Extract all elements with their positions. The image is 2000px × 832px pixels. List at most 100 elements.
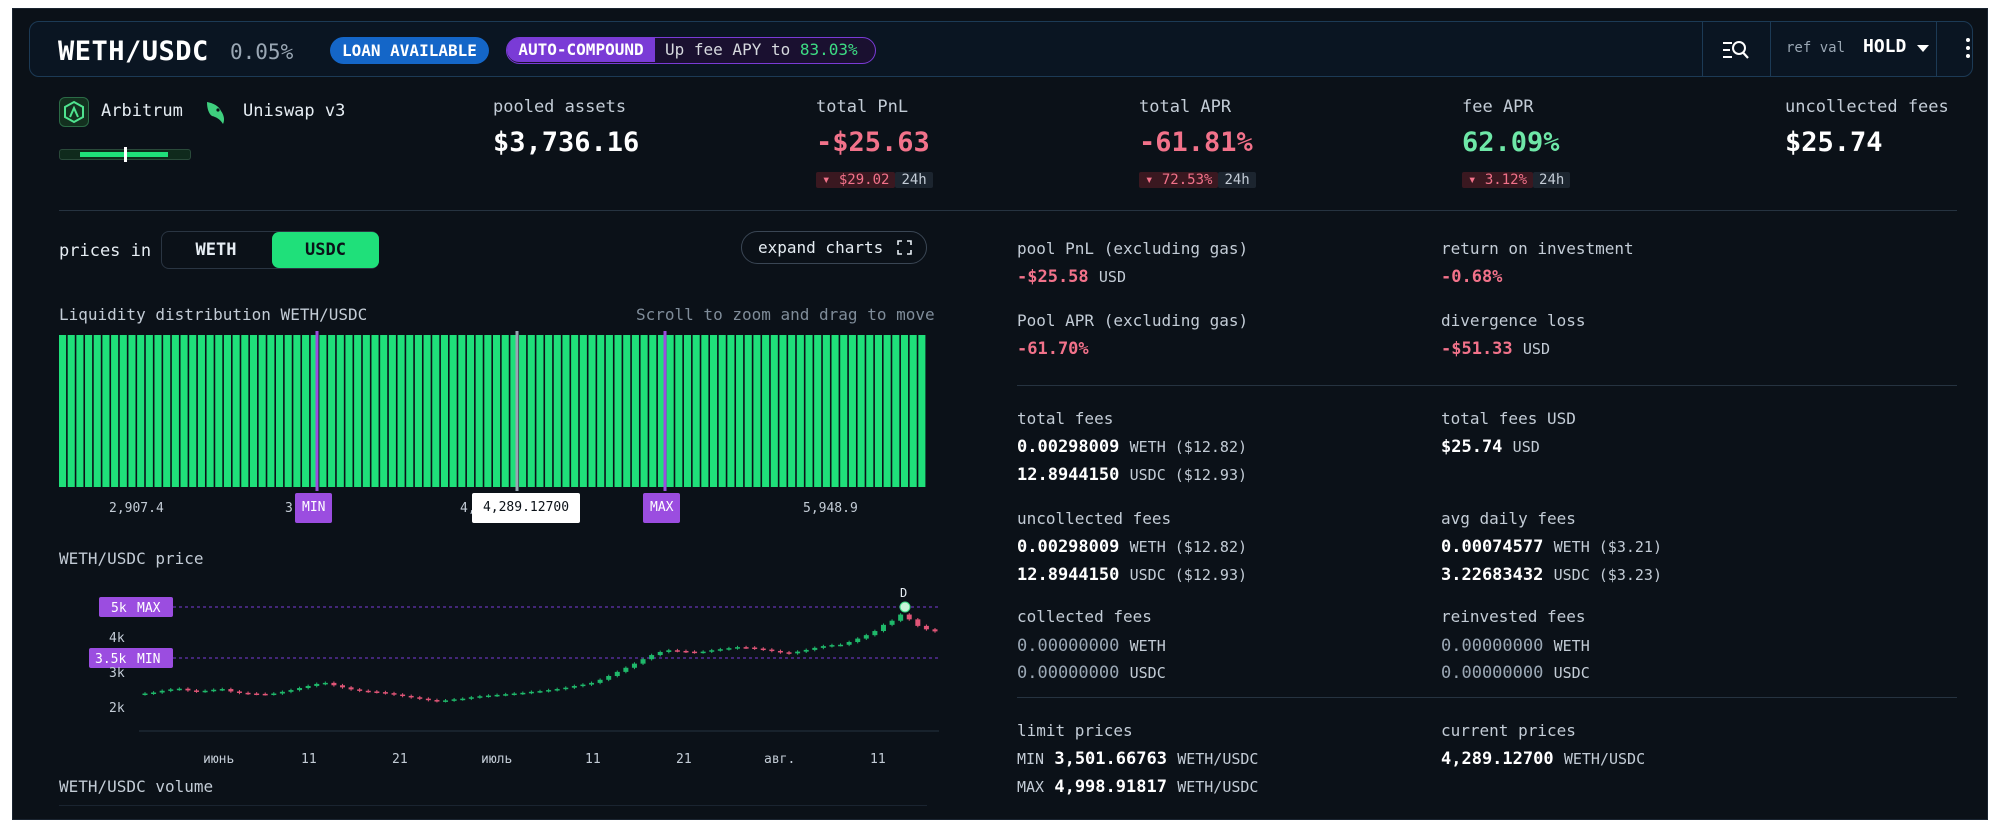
liquidity-tick: 5,948.9 xyxy=(803,501,858,516)
liquidity-bar xyxy=(701,335,709,487)
candle xyxy=(752,647,758,650)
candle xyxy=(194,690,200,692)
liquidity-distribution-chart[interactable] xyxy=(59,331,927,491)
liquidity-bar xyxy=(475,335,483,487)
total-pnl-change: ▾ $29.02 24h xyxy=(816,169,933,191)
volume-chart-title: WETH/USDC volume xyxy=(59,777,214,796)
candle xyxy=(254,693,260,696)
liquidity-bar xyxy=(892,335,900,487)
price-token-toggle: WETH USDC xyxy=(161,231,379,269)
liquidity-min-tag[interactable]: MIN xyxy=(295,493,333,523)
liquidity-bar xyxy=(805,335,813,487)
liquidity-max-tag[interactable]: MAX xyxy=(643,493,681,523)
search-button[interactable] xyxy=(1720,35,1750,65)
event-marker[interactable] xyxy=(899,601,911,613)
liquidity-bar xyxy=(397,335,405,487)
liquidity-bar xyxy=(501,335,509,487)
candle xyxy=(271,693,277,696)
expand-charts-button[interactable]: expand charts xyxy=(741,231,927,264)
current-price-value: 4,289.12700 WETH/USDC xyxy=(1441,749,1646,769)
liquidity-bar xyxy=(744,335,752,487)
candle xyxy=(700,651,706,654)
loan-available-badge[interactable]: LOAN AVAILABLE xyxy=(330,37,489,64)
candle xyxy=(614,671,620,677)
candle xyxy=(683,650,689,653)
total-apr-label: total APR xyxy=(1139,97,1232,117)
liquidity-bar xyxy=(102,335,110,487)
section-divider xyxy=(1017,385,1957,386)
ref-val-dropdown[interactable]: HOLD xyxy=(1863,36,1907,57)
candle xyxy=(503,694,509,696)
candle xyxy=(546,690,552,692)
section-divider xyxy=(1017,697,1957,698)
candle xyxy=(769,649,775,652)
candle xyxy=(528,691,534,694)
candle xyxy=(640,659,646,664)
liquidity-bar xyxy=(414,335,422,487)
liquidity-bar xyxy=(710,335,718,487)
toggle-usdc-button[interactable]: USDC xyxy=(272,232,379,268)
candle xyxy=(434,700,440,702)
collected-fees-usdc: 0.00000000 USDC xyxy=(1017,663,1166,683)
pool-apr-value: -61.70% xyxy=(1017,339,1089,359)
auto-compound-badge[interactable]: AUTO-COMPOUND Up fee APY to 83.03% xyxy=(506,37,876,64)
liquidity-bar xyxy=(440,335,448,487)
candle xyxy=(511,693,517,696)
position-header: WETH/USDC 0.05% LOAN AVAILABLE AUTO-COMP… xyxy=(29,21,1973,77)
candle xyxy=(391,693,397,695)
reinvested-fees-usdc: 0.00000000 USDC xyxy=(1441,663,1590,683)
candle xyxy=(340,685,345,688)
pool-pnl-label: pool PnL (excluding gas) xyxy=(1017,239,1249,258)
liquidity-bar xyxy=(380,335,388,487)
uncollected-fees-usdc: 12.8944150 USDC ($12.93) xyxy=(1017,565,1248,585)
divergence-loss-value: -$51.33 USD xyxy=(1441,339,1550,359)
toggle-weth-button[interactable]: WETH xyxy=(195,240,237,260)
liquidity-bar xyxy=(189,335,197,487)
x-tick: июнь xyxy=(203,752,234,767)
candle xyxy=(236,691,242,693)
y-tick: 4k xyxy=(109,631,125,646)
liquidity-bar xyxy=(883,335,891,487)
candle xyxy=(786,652,792,654)
candle xyxy=(485,695,491,698)
liquidity-bar xyxy=(900,335,909,487)
candle xyxy=(159,690,165,693)
candle xyxy=(262,693,268,696)
candle xyxy=(245,692,251,695)
liquidity-bar xyxy=(822,335,830,487)
liquidity-bar xyxy=(597,335,605,487)
candle xyxy=(408,695,414,698)
liquidity-bar xyxy=(657,335,665,487)
liquidity-bar xyxy=(293,335,301,487)
liquidity-bar xyxy=(527,335,535,487)
liquidity-bar xyxy=(562,335,570,487)
liquidity-bar xyxy=(241,335,249,487)
liquidity-bar xyxy=(215,335,223,487)
prices-in-label: prices in xyxy=(59,241,152,261)
liquidity-bar xyxy=(128,335,136,487)
roi-value: -0.68% xyxy=(1441,267,1503,287)
ref-val-label: ref val xyxy=(1786,40,1846,56)
liquidity-bar xyxy=(623,335,631,487)
candle xyxy=(674,650,680,652)
liquidity-bar xyxy=(154,335,162,487)
arbitrum-icon xyxy=(59,97,89,127)
chevron-down-icon[interactable] xyxy=(1917,45,1929,52)
candlestick-series xyxy=(142,613,938,703)
candle xyxy=(743,647,749,649)
section-divider xyxy=(59,210,1957,211)
avg-daily-fees-label: avg daily fees xyxy=(1441,509,1576,528)
reinvested-fees-label: reinvested fees xyxy=(1441,607,1586,626)
candle xyxy=(168,689,174,691)
volume-grid-line xyxy=(59,805,927,806)
price-chart[interactable]: 5k MAX 3.5k MIN 4k 3k 2k июнь 11 21 июль… xyxy=(59,573,939,773)
liquidity-bar xyxy=(310,335,318,487)
liquidity-bar xyxy=(388,335,396,487)
liquidity-bar xyxy=(406,335,414,487)
candle xyxy=(898,614,904,621)
liquidity-bar xyxy=(362,335,370,487)
liquidity-bar xyxy=(692,335,700,487)
liquidity-bar xyxy=(302,335,310,487)
total-fees-weth: 0.00298009 WETH ($12.82) xyxy=(1017,437,1248,457)
more-menu-button[interactable] xyxy=(1958,34,1978,66)
